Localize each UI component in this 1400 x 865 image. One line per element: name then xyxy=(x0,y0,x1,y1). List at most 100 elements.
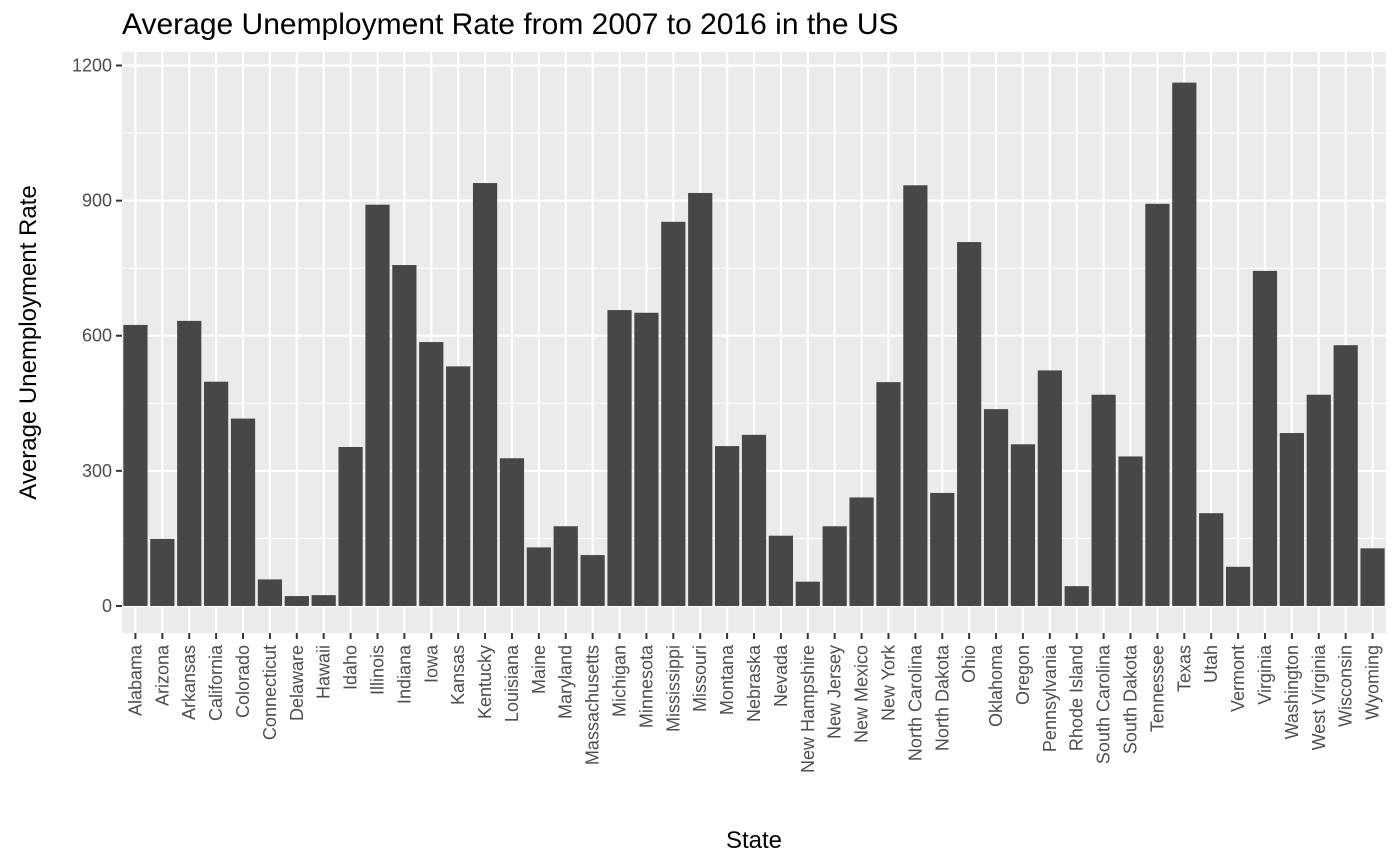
x-tick-label: Utah xyxy=(1201,645,1221,683)
x-tick-label: Nevada xyxy=(771,644,791,707)
bar xyxy=(419,342,444,606)
x-tick-label: Missouri xyxy=(690,645,710,712)
y-axis-title: Average Unemployment Rate xyxy=(15,185,42,499)
x-tick-label: Maine xyxy=(529,645,549,694)
bar xyxy=(1064,586,1089,606)
bar xyxy=(768,535,793,606)
bar xyxy=(688,192,713,606)
bar xyxy=(983,409,1009,606)
bar xyxy=(311,595,336,606)
x-tick-label: Massachusetts xyxy=(583,645,603,765)
x-tick-label: Wisconsin xyxy=(1336,645,1356,727)
bar xyxy=(849,497,874,606)
x-tick-label: Vermont xyxy=(1228,645,1248,712)
y-tick-label: 600 xyxy=(82,326,112,346)
x-tick-label: New York xyxy=(878,644,898,721)
x-tick-label: Arizona xyxy=(152,644,172,706)
bar xyxy=(580,555,605,606)
y-tick-label: 300 xyxy=(82,461,112,481)
x-tick-label: Colorado xyxy=(233,645,253,718)
bar xyxy=(150,538,175,606)
x-tick-label: Louisiana xyxy=(502,644,522,722)
bar xyxy=(177,320,202,606)
x-tick-label: Iowa xyxy=(421,644,441,683)
bar xyxy=(526,547,551,606)
x-tick-label: Illinois xyxy=(367,645,387,695)
x-tick-label: New Mexico xyxy=(852,645,872,743)
x-tick-label: South Dakota xyxy=(1121,644,1141,754)
y-axis: 0 300 600 900 1200 xyxy=(72,56,122,616)
bar xyxy=(930,492,955,606)
x-tick-label: Delaware xyxy=(287,645,307,721)
x-tick-label: Montana xyxy=(717,644,737,715)
x-tick-label: Idaho xyxy=(341,645,361,690)
x-tick-label: Kentucky xyxy=(475,645,495,719)
y-tick-label: 900 xyxy=(82,191,112,211)
x-tick-label: Washington xyxy=(1282,645,1302,739)
x-tick-label: Ohio xyxy=(959,645,979,683)
x-tick-label: Oregon xyxy=(1013,645,1033,705)
bar xyxy=(1333,345,1358,606)
bar xyxy=(284,596,309,606)
bar xyxy=(204,381,229,606)
bar xyxy=(634,312,659,606)
bar xyxy=(499,458,525,606)
bar xyxy=(741,434,767,606)
x-tick-label: Kansas xyxy=(448,645,468,705)
bar xyxy=(1172,82,1197,606)
bar xyxy=(1306,394,1331,606)
y-tick-label: 0 xyxy=(102,596,112,616)
x-tick-label: Alabama xyxy=(125,644,145,716)
bar xyxy=(1118,456,1143,606)
bar xyxy=(123,324,148,606)
bar xyxy=(1279,433,1304,606)
bar xyxy=(715,446,740,606)
x-tick-label: Indiana xyxy=(394,644,414,704)
x-tick-label: Arkansas xyxy=(179,645,199,720)
bar xyxy=(446,366,471,606)
x-tick-label: Wyoming xyxy=(1363,645,1383,720)
x-axis-title: State xyxy=(726,827,782,854)
bar xyxy=(365,204,390,606)
x-tick-label: Tennessee xyxy=(1147,645,1167,732)
x-tick-label: Mississippi xyxy=(663,645,683,732)
bar xyxy=(553,526,578,606)
bar xyxy=(230,418,256,606)
x-tick-label: Nebraska xyxy=(744,644,764,722)
x-tick-label: New Hampshire xyxy=(798,645,818,773)
bar xyxy=(1252,270,1278,606)
bar xyxy=(1199,513,1224,606)
bar xyxy=(472,183,498,606)
bar xyxy=(1360,548,1385,606)
bar xyxy=(1225,566,1251,606)
bar xyxy=(607,310,632,606)
bar xyxy=(903,185,928,606)
bar xyxy=(795,581,820,606)
bars xyxy=(123,82,1385,606)
x-tick-label: New Jersey xyxy=(825,645,845,739)
x-tick-label: Minnesota xyxy=(636,644,656,728)
bar xyxy=(822,526,847,606)
x-axis: Alabama Arizona Arkansas California Colorado… xyxy=(125,633,1383,773)
x-tick-label: Texas xyxy=(1174,645,1194,692)
bar xyxy=(1037,370,1062,606)
x-tick-label: Rhode Island xyxy=(1067,645,1087,751)
bar xyxy=(1010,444,1036,606)
chart-title: Average Unemployment Rate from 2007 to 2… xyxy=(122,8,899,41)
x-tick-label: Maryland xyxy=(556,645,576,719)
x-tick-label: Virginia xyxy=(1255,644,1275,705)
bar xyxy=(957,242,982,606)
x-tick-label: North Dakota xyxy=(932,644,952,751)
bar xyxy=(1091,394,1116,606)
bar xyxy=(1145,203,1170,606)
x-tick-label: South Carolina xyxy=(1094,644,1114,764)
x-tick-label: Oklahoma xyxy=(986,644,1006,727)
x-tick-label: Hawaii xyxy=(314,645,334,699)
x-tick-label: Connecticut xyxy=(260,645,280,740)
bar xyxy=(661,221,686,606)
bar xyxy=(392,265,417,606)
x-tick-label: Pennsylvania xyxy=(1040,644,1060,752)
x-tick-label: California xyxy=(206,644,226,721)
x-tick-label: Michigan xyxy=(610,645,630,717)
